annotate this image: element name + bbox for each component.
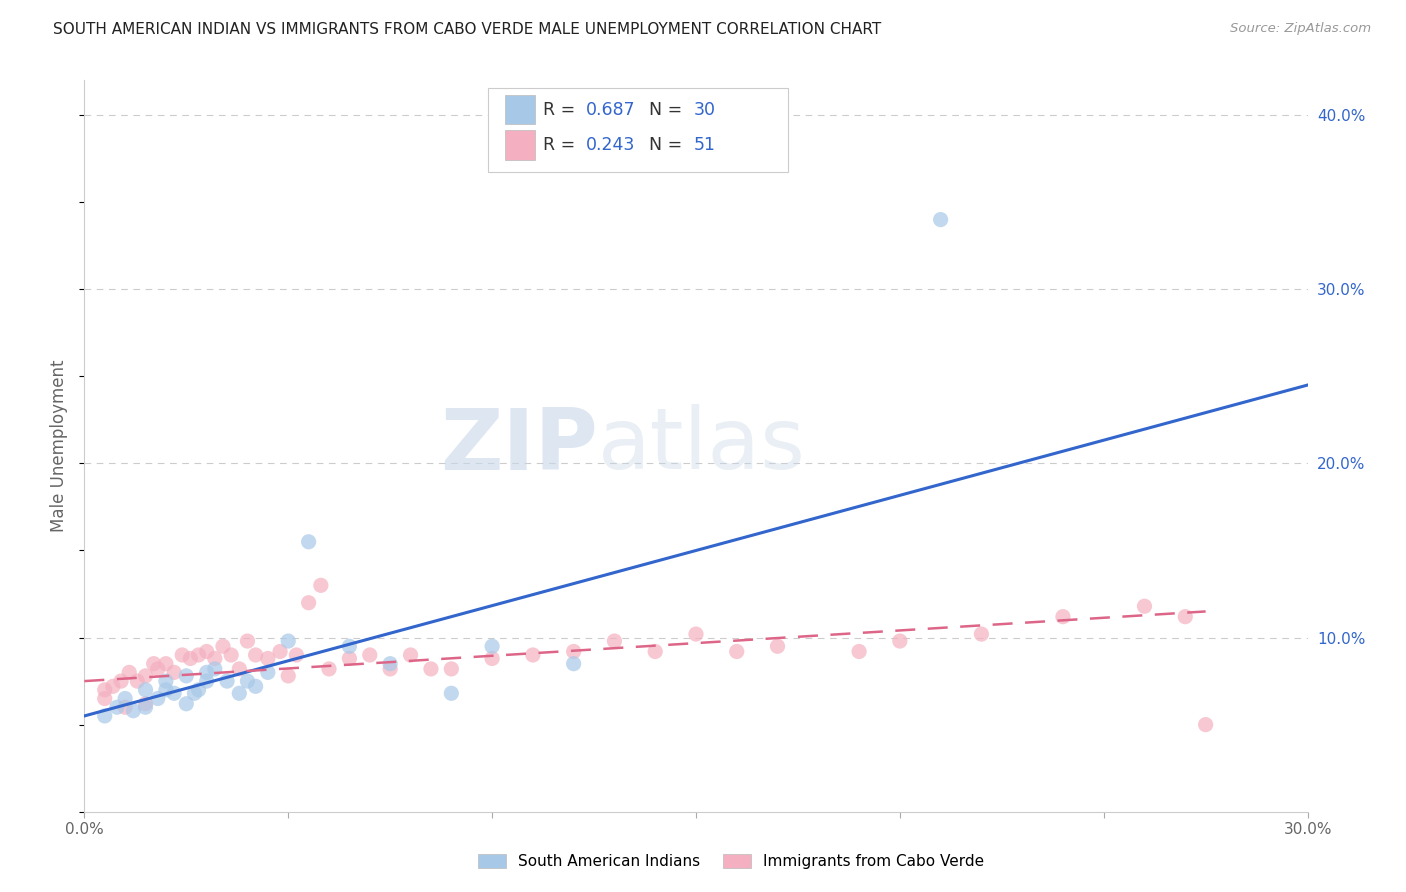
Text: 0.243: 0.243 xyxy=(586,136,636,154)
Text: SOUTH AMERICAN INDIAN VS IMMIGRANTS FROM CABO VERDE MALE UNEMPLOYMENT CORRELATIO: SOUTH AMERICAN INDIAN VS IMMIGRANTS FROM… xyxy=(53,22,882,37)
Point xyxy=(105,700,128,714)
Point xyxy=(309,578,332,592)
Point xyxy=(179,651,201,665)
Point xyxy=(277,669,299,683)
Point xyxy=(245,648,267,662)
Point xyxy=(187,682,209,697)
Point xyxy=(114,691,136,706)
Point xyxy=(101,679,124,693)
Point xyxy=(318,662,340,676)
Point xyxy=(93,682,115,697)
Point xyxy=(135,669,157,683)
Point xyxy=(399,648,422,662)
Point xyxy=(122,704,145,718)
Point xyxy=(110,674,132,689)
Point xyxy=(339,651,361,665)
Point xyxy=(298,596,321,610)
Point xyxy=(1174,609,1197,624)
Point xyxy=(204,662,226,676)
Point xyxy=(174,669,197,683)
Point xyxy=(118,665,141,680)
Point xyxy=(219,648,242,662)
Point xyxy=(257,651,280,665)
Point xyxy=(562,644,585,658)
Text: N =: N = xyxy=(638,136,688,154)
Point xyxy=(127,674,149,689)
Legend: South American Indians, Immigrants from Cabo Verde: South American Indians, Immigrants from … xyxy=(472,848,990,875)
Point xyxy=(298,534,321,549)
Point xyxy=(204,651,226,665)
Point xyxy=(146,691,169,706)
Point xyxy=(277,634,299,648)
Point xyxy=(245,679,267,693)
Point xyxy=(440,662,463,676)
FancyBboxPatch shape xyxy=(488,87,787,171)
Point xyxy=(889,634,911,648)
Point xyxy=(146,662,169,676)
Point xyxy=(522,648,544,662)
Point xyxy=(562,657,585,671)
Text: Source: ZipAtlas.com: Source: ZipAtlas.com xyxy=(1230,22,1371,36)
Point xyxy=(1133,599,1156,614)
Text: atlas: atlas xyxy=(598,404,806,488)
Point xyxy=(163,686,186,700)
Point xyxy=(929,212,952,227)
Point xyxy=(135,697,157,711)
Point xyxy=(163,665,186,680)
Point xyxy=(155,674,177,689)
Point xyxy=(257,665,280,680)
Text: 30: 30 xyxy=(693,101,716,119)
Point xyxy=(766,640,789,654)
Point xyxy=(440,686,463,700)
Point xyxy=(481,651,503,665)
Point xyxy=(848,644,870,658)
FancyBboxPatch shape xyxy=(505,130,534,160)
Text: R =: R = xyxy=(543,136,581,154)
Point xyxy=(380,662,402,676)
Point xyxy=(142,657,165,671)
Point xyxy=(228,662,250,676)
Text: 0.687: 0.687 xyxy=(586,101,636,119)
Point xyxy=(195,674,218,689)
Point xyxy=(236,634,259,648)
Point xyxy=(380,657,402,671)
Point xyxy=(187,648,209,662)
Point xyxy=(114,700,136,714)
Point xyxy=(212,640,235,654)
Point xyxy=(603,634,626,648)
Point xyxy=(174,697,197,711)
Point xyxy=(685,627,707,641)
Point xyxy=(644,644,666,658)
Point xyxy=(970,627,993,641)
Point xyxy=(135,682,157,697)
Point xyxy=(236,674,259,689)
Y-axis label: Male Unemployment: Male Unemployment xyxy=(51,359,69,533)
Point xyxy=(1195,717,1218,731)
Text: 51: 51 xyxy=(693,136,716,154)
Point xyxy=(481,640,503,654)
Point xyxy=(155,682,177,697)
Text: R =: R = xyxy=(543,101,581,119)
Point xyxy=(420,662,443,676)
Point xyxy=(195,665,218,680)
Point xyxy=(172,648,194,662)
Text: ZIP: ZIP xyxy=(440,404,598,488)
Point xyxy=(269,644,291,658)
Point xyxy=(195,644,218,658)
Point xyxy=(359,648,381,662)
Point xyxy=(183,686,205,700)
Point xyxy=(725,644,748,658)
Point xyxy=(228,686,250,700)
Point xyxy=(339,640,361,654)
Point xyxy=(1052,609,1074,624)
Point xyxy=(93,709,115,723)
Point xyxy=(155,657,177,671)
Point xyxy=(135,700,157,714)
Text: N =: N = xyxy=(638,101,688,119)
Point xyxy=(93,691,115,706)
FancyBboxPatch shape xyxy=(505,95,534,124)
Point xyxy=(217,674,239,689)
Point xyxy=(285,648,308,662)
